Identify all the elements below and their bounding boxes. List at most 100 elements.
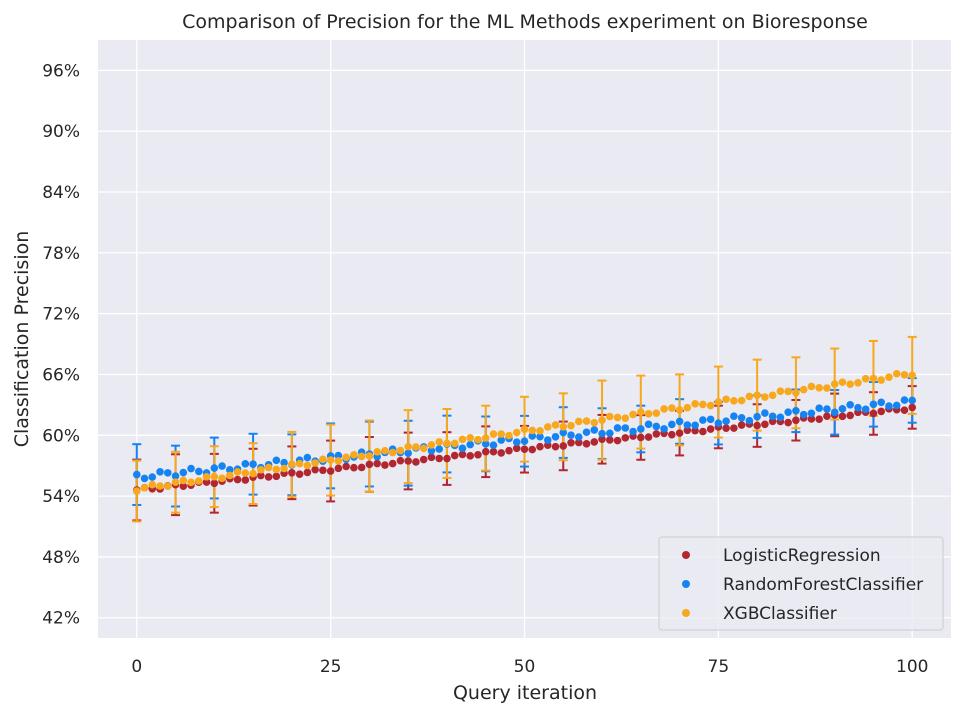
data-point (357, 452, 366, 461)
data-point (536, 427, 544, 435)
data-point (156, 482, 164, 490)
data-point (792, 406, 800, 415)
data-point (830, 408, 839, 417)
data-point (241, 476, 250, 484)
data-point (365, 452, 374, 460)
data-point (792, 389, 800, 397)
data-point (551, 442, 560, 451)
data-point (613, 413, 622, 422)
data-point (621, 434, 630, 442)
data-point (613, 436, 622, 445)
data-point (590, 438, 599, 446)
data-point (807, 409, 816, 418)
data-point (582, 428, 591, 437)
data-point (288, 460, 296, 469)
data-point (249, 460, 257, 469)
data-point (854, 403, 862, 412)
data-point (466, 440, 475, 449)
data-point (745, 392, 754, 401)
data-point (474, 435, 482, 444)
data-point (132, 470, 141, 479)
data-point (590, 426, 599, 434)
data-point (668, 430, 676, 439)
data-point (567, 431, 575, 439)
data-point (683, 426, 692, 435)
data-point (877, 407, 886, 416)
data-point (419, 444, 428, 453)
data-point (652, 422, 661, 431)
data-point (807, 415, 816, 423)
data-point (342, 462, 350, 471)
data-point (846, 411, 854, 420)
data-point (365, 460, 374, 469)
data-point (187, 478, 195, 487)
data-point (830, 380, 839, 388)
data-point (272, 472, 281, 481)
data-point (668, 404, 676, 412)
data-point (412, 458, 420, 466)
data-point (202, 473, 211, 481)
data-point (171, 478, 180, 486)
data-point (450, 451, 459, 460)
data-point (714, 398, 723, 406)
data-point (443, 454, 451, 463)
data-point (505, 446, 513, 455)
data-point (543, 441, 552, 450)
data-point (699, 400, 707, 409)
x-tick-label: 100 (896, 657, 928, 677)
data-point (761, 420, 769, 429)
data-point (435, 445, 444, 453)
data-point (187, 464, 195, 473)
data-point (877, 398, 886, 407)
data-point (264, 473, 273, 481)
data-point (427, 453, 436, 462)
data-point (823, 412, 831, 421)
data-point (373, 448, 381, 456)
legend-label: LogisticRegression (723, 546, 881, 566)
data-point (590, 418, 599, 427)
data-point (768, 412, 777, 421)
legend-marker (682, 551, 690, 559)
data-point (567, 439, 575, 447)
data-point (474, 450, 482, 459)
data-point (706, 401, 715, 410)
data-point (233, 468, 242, 476)
data-point (900, 396, 909, 404)
y-tick-label: 96% (42, 61, 80, 81)
x-tick-label: 50 (514, 657, 536, 677)
data-point (683, 403, 692, 412)
data-point (450, 439, 459, 448)
data-point (761, 409, 769, 417)
data-point (900, 406, 909, 415)
data-point (637, 425, 645, 433)
data-point (846, 380, 854, 388)
data-point (574, 438, 583, 447)
data-point (466, 434, 475, 442)
data-point (606, 429, 614, 438)
legend-marker (682, 609, 690, 617)
data-point (675, 429, 684, 437)
data-point (241, 460, 250, 468)
data-point (745, 416, 754, 425)
x-axis-label: Query iteration (453, 682, 597, 704)
data-point (140, 474, 149, 483)
data-point (489, 441, 498, 449)
data-point (574, 417, 583, 426)
y-tick-label: 78% (42, 244, 80, 264)
data-point (784, 387, 792, 396)
data-point (226, 471, 234, 480)
y-tick-label: 60% (42, 426, 80, 446)
data-point (435, 438, 444, 446)
data-point (598, 416, 606, 424)
data-point (334, 451, 343, 460)
data-point (195, 467, 203, 476)
data-point (326, 467, 335, 475)
data-point (249, 469, 257, 478)
data-point (543, 436, 552, 444)
data-point (722, 424, 730, 433)
data-point (683, 421, 692, 429)
data-point (218, 474, 226, 483)
data-point (660, 405, 668, 413)
y-tick-labels: 42% 48% 54% 60% 66% 72% 78% 84% 90% 96% (42, 61, 80, 628)
data-point (156, 468, 164, 476)
